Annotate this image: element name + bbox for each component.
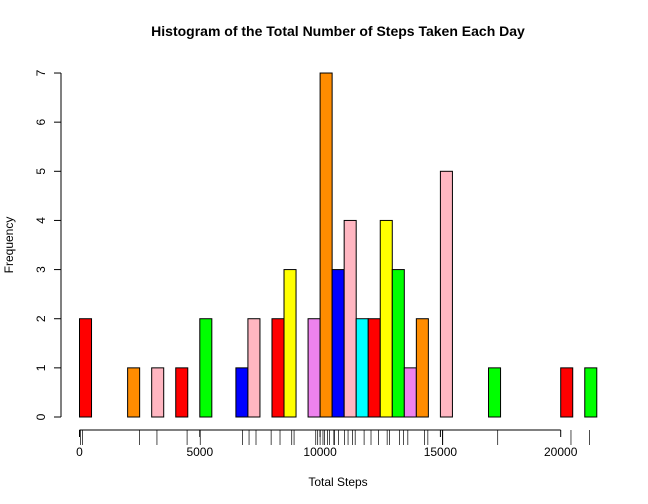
bar-10000 bbox=[319, 72, 333, 418]
bar-11500 bbox=[355, 318, 369, 418]
bar-3000 bbox=[151, 367, 165, 418]
bar-6500 bbox=[235, 367, 249, 418]
bar-21000 bbox=[584, 367, 598, 418]
bar-0 bbox=[79, 318, 93, 418]
bar-13500 bbox=[403, 367, 417, 418]
bar-14000 bbox=[415, 318, 429, 418]
bar-20000 bbox=[560, 367, 574, 418]
y-axis: 0 1 2 3 4 5 6 7 bbox=[34, 69, 62, 420]
x-tick-label-0: 0 bbox=[76, 445, 83, 459]
bar-9500 bbox=[307, 318, 321, 418]
bar-2000 bbox=[127, 367, 141, 418]
bar-15000 bbox=[439, 170, 453, 418]
bar-12000 bbox=[367, 318, 381, 418]
x-tick-label-15000: 15000 bbox=[424, 445, 458, 459]
bar-8500 bbox=[283, 269, 297, 418]
bar-17000 bbox=[488, 367, 502, 418]
bar-10500 bbox=[331, 269, 345, 418]
y-tick-label-1: 1 bbox=[34, 364, 48, 371]
y-tick-label-3: 3 bbox=[34, 266, 48, 273]
bar-7000 bbox=[247, 318, 261, 418]
y-tick-label-5: 5 bbox=[34, 168, 48, 175]
y-axis-label: Frequency bbox=[2, 217, 16, 274]
chart-title: Histogram of the Total Number of Steps T… bbox=[151, 23, 525, 39]
bar-8000 bbox=[271, 318, 285, 418]
bars-group bbox=[79, 72, 598, 418]
y-tick-label-0: 0 bbox=[34, 413, 48, 420]
bar-11000 bbox=[343, 219, 357, 418]
bar-4000 bbox=[175, 367, 189, 418]
x-tick-label-20000: 20000 bbox=[544, 445, 578, 459]
bar-12500 bbox=[379, 219, 393, 418]
x-tick-label-10000: 10000 bbox=[303, 445, 337, 459]
bar-5000 bbox=[199, 318, 213, 418]
x-tick-label-5000: 5000 bbox=[186, 445, 213, 459]
x-axis: 0 5000 10000 15000 20000 bbox=[76, 429, 578, 459]
y-tick-label-2: 2 bbox=[34, 315, 48, 322]
x-axis-label: Total Steps bbox=[308, 475, 367, 489]
y-tick-label-7: 7 bbox=[34, 69, 48, 76]
rug-ticks bbox=[80, 430, 590, 445]
y-tick-label-6: 6 bbox=[34, 119, 48, 126]
bar-13000 bbox=[391, 269, 405, 418]
y-tick-label-4: 4 bbox=[34, 217, 48, 224]
